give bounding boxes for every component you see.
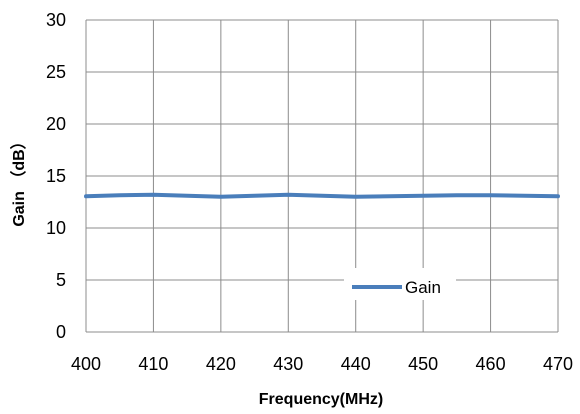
y-tick-label: 25 <box>46 62 66 82</box>
x-tick-label: 420 <box>206 354 236 374</box>
x-tick-label: 400 <box>71 354 101 374</box>
y-tick-label: 30 <box>46 10 66 30</box>
tick-labels: 400 410 420 430 440 450 460 470 0 5 10 15 20 25 30 <box>46 10 573 374</box>
y-tick-label: 20 <box>46 114 66 134</box>
x-tick-label: 460 <box>476 354 506 374</box>
x-tick-label: 410 <box>138 354 168 374</box>
y-tick-label: 5 <box>56 270 66 290</box>
y-tick-label: 15 <box>46 166 66 186</box>
series-layer <box>84 192 560 199</box>
x-axis-title: Frequency(MHz) <box>259 391 383 408</box>
x-tick-label: 430 <box>273 354 303 374</box>
y-tick-label: 10 <box>46 218 66 238</box>
y-axis-title: Gain （dB） <box>10 133 28 226</box>
legend-label: Gain <box>405 278 441 297</box>
legend-box <box>344 268 456 300</box>
y-tick-label: 0 <box>56 322 66 342</box>
grid <box>85 19 559 333</box>
x-tick-label: 450 <box>408 354 438 374</box>
x-tick-label: 440 <box>341 354 371 374</box>
legend: Gain <box>344 268 456 300</box>
x-tick-label: 470 <box>543 354 573 374</box>
series-line-gain <box>84 192 560 199</box>
